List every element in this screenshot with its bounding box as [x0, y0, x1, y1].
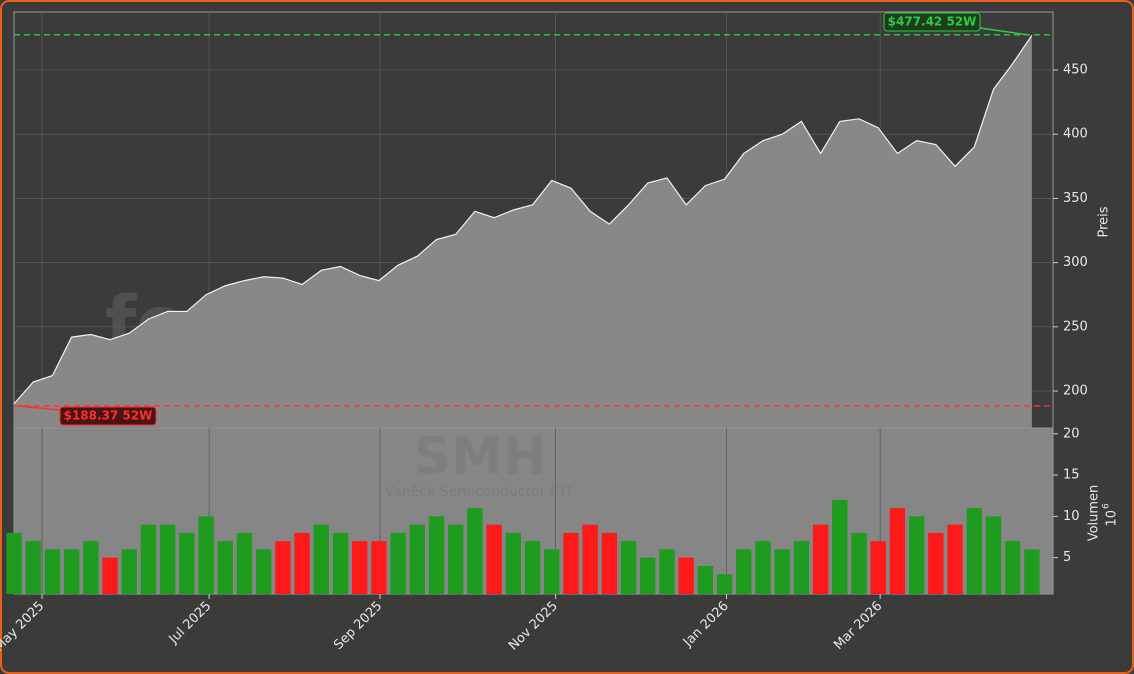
volume-bar	[352, 541, 368, 594]
volume-bar	[44, 549, 61, 594]
volume-bar	[371, 541, 387, 594]
y-tick-label: 5	[1063, 550, 1071, 565]
volume-bar	[390, 532, 406, 594]
y-axis-label: Volumen	[1087, 485, 1102, 542]
y-tick-label: 200	[1063, 384, 1088, 399]
volume-bar	[928, 532, 944, 594]
volume-bar	[6, 532, 22, 594]
y-tick-label: 15	[1063, 468, 1080, 483]
volume-bar	[294, 532, 310, 594]
volume-bar	[851, 532, 867, 594]
volume-bar	[236, 532, 253, 594]
volume-bar	[428, 516, 445, 594]
volume-bar	[620, 541, 637, 594]
volume-bar	[736, 549, 752, 594]
annotation-box	[59, 406, 157, 426]
volume-bar	[217, 541, 233, 594]
volume-bar	[889, 508, 906, 594]
y-tick-label: 300	[1063, 255, 1088, 270]
volume-bar	[121, 549, 137, 594]
annotation-label: $188.37 52W	[64, 409, 153, 423]
volume-bar	[409, 524, 425, 594]
volume-bar	[755, 541, 771, 594]
volume-bar	[582, 524, 598, 594]
volume-bar	[448, 524, 464, 594]
volume-bar	[332, 532, 349, 594]
volume-bar	[947, 524, 963, 594]
annotation-arrow	[979, 27, 1028, 36]
volume-bar	[716, 574, 733, 594]
volume-bar	[812, 524, 829, 594]
multiplier-exp: 6	[1102, 503, 1112, 509]
subtitle-watermark: VanEck Semiconductor ETF	[385, 484, 575, 500]
volume-bar	[774, 549, 790, 594]
volume-bar	[832, 499, 848, 594]
y-tick-label: 20	[1063, 426, 1080, 441]
volume-bar	[198, 516, 214, 594]
volume-bar	[313, 524, 329, 594]
y-tick-label: 10	[1063, 509, 1080, 524]
volume-bar	[697, 565, 714, 594]
y-axis-label: Preis	[1097, 206, 1112, 237]
volume-bar	[63, 549, 80, 594]
volume-bar	[159, 524, 176, 594]
annotation-arrow	[17, 405, 61, 411]
ticker-watermark: SMH	[414, 427, 547, 487]
volume-bar	[563, 532, 579, 594]
y-tick-label: 250	[1063, 319, 1088, 334]
volume-bar	[659, 549, 675, 594]
volume-bar	[140, 524, 157, 594]
multiplier-base: 10	[1105, 510, 1120, 527]
volume-bar	[25, 541, 41, 594]
volume-bar	[1004, 541, 1021, 594]
price-line	[13, 35, 1033, 405]
multiplier: 106	[1102, 503, 1120, 527]
volume-bar	[601, 532, 618, 594]
volume-bar	[83, 541, 99, 594]
volume-bar	[544, 549, 560, 594]
y-tick-label: 350	[1063, 191, 1088, 206]
volume-bar	[255, 549, 272, 594]
volume-bar	[524, 541, 541, 594]
volume-bar	[1024, 549, 1040, 594]
volume-bar	[908, 516, 925, 594]
volume-bar	[505, 532, 522, 594]
annotation-label: $477.42 52W	[888, 15, 977, 29]
volume-bar	[985, 516, 1002, 594]
y-tick-label: 450	[1063, 63, 1088, 78]
volume-bar	[179, 532, 195, 594]
volume-bar	[678, 557, 694, 594]
y-tick-label: 400	[1063, 127, 1088, 142]
annotation-box	[883, 12, 981, 32]
volume-bar	[486, 524, 502, 594]
price-area	[14, 35, 1032, 429]
volume-bar	[640, 557, 656, 594]
volume-bar	[102, 557, 118, 594]
volume-bar	[870, 541, 886, 594]
volume-bar	[467, 508, 483, 594]
volume-bar	[793, 541, 810, 594]
volume-bar	[966, 508, 982, 594]
volume-bar	[275, 541, 291, 594]
